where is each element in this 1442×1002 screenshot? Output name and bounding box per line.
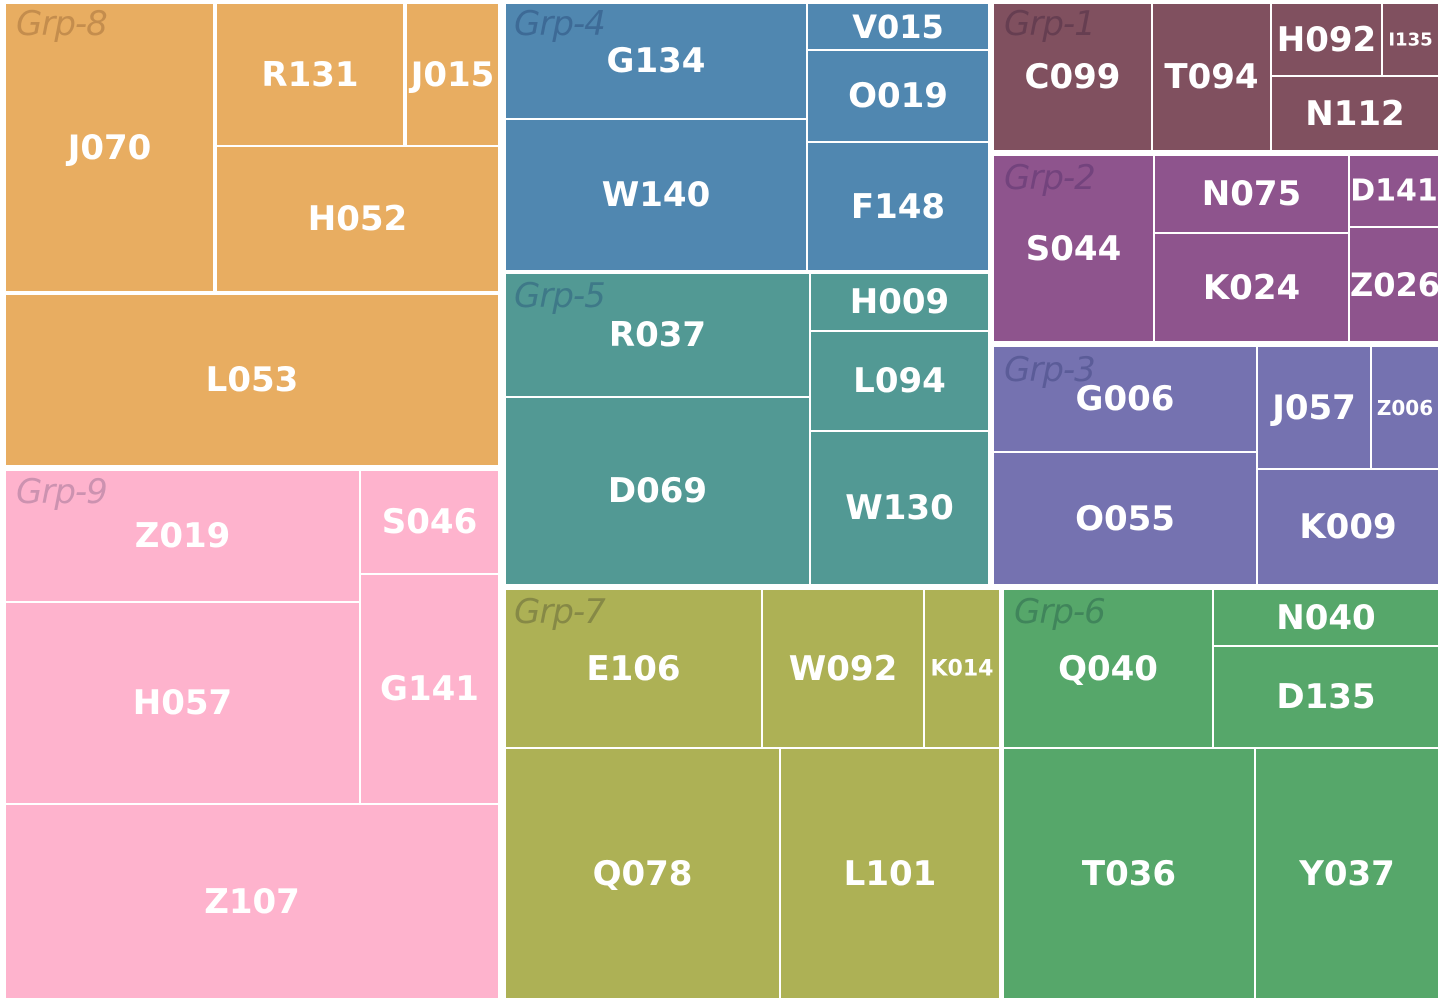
treemap-tile-q040: Q040 — [1002, 588, 1214, 749]
treemap-tile-l101: L101 — [779, 747, 1001, 1000]
tile-label: S044 — [1025, 228, 1122, 269]
treemap-tile-h052: H052 — [215, 145, 500, 293]
tile-label: G134 — [606, 41, 706, 81]
tile-label: Y037 — [1299, 853, 1395, 894]
tile-label: Z026 — [1350, 265, 1438, 304]
tile-label: R131 — [261, 54, 359, 95]
tile-label: C099 — [1024, 57, 1121, 97]
treemap-tile-g006: G006 — [992, 345, 1258, 453]
treemap-tile-r131: R131 — [215, 2, 405, 147]
group-label-grp-8: Grp-8 — [16, 4, 108, 44]
treemap-tile-f148: F148 — [806, 141, 990, 272]
tile-label: Z006 — [1376, 395, 1434, 420]
treemap-tile-j070: J070 — [4, 2, 215, 293]
treemap-tile-j057: J057 — [1256, 345, 1372, 470]
treemap-tile-t094: T094 — [1151, 2, 1272, 152]
group-label-grp-6: Grp-6 — [1014, 592, 1106, 632]
treemap-tile-h009: H009 — [809, 272, 990, 332]
treemap-tile-w092: W092 — [761, 588, 925, 749]
treemap-tile-d135: D135 — [1212, 645, 1440, 749]
treemap-tile-o019: O019 — [806, 49, 990, 143]
tile-label: G141 — [380, 669, 479, 709]
tile-label: J057 — [1272, 387, 1356, 428]
treemap-tile-k024: K024 — [1153, 232, 1350, 343]
tile-label: H052 — [307, 199, 408, 239]
tile-label: N040 — [1276, 597, 1376, 638]
treemap-tile-h092: H092 — [1270, 2, 1383, 77]
tile-label: K014 — [930, 656, 994, 681]
tile-label: J015 — [410, 54, 495, 95]
tile-label: Z107 — [204, 881, 300, 922]
group-label-grp-4: Grp-4 — [514, 4, 606, 44]
group-label-grp-2: Grp-2 — [1004, 158, 1096, 198]
treemap-tile-s044: S044 — [992, 154, 1155, 343]
tile-label: V015 — [852, 7, 944, 46]
tile-label: K009 — [1299, 507, 1397, 547]
treemap-tile-g141: G141 — [359, 573, 500, 805]
tile-label: W130 — [845, 488, 954, 528]
tile-label: Q078 — [592, 853, 693, 894]
tile-label: N075 — [1201, 174, 1302, 214]
treemap-tile-o055: O055 — [992, 451, 1258, 586]
tile-label: J070 — [67, 127, 152, 168]
treemap-tile-w140: W140 — [504, 118, 808, 272]
treemap-tile-q078: Q078 — [504, 747, 781, 1000]
treemap-tile-d141: D141 — [1348, 154, 1440, 228]
treemap-tile-y037: Y037 — [1254, 747, 1440, 1000]
tile-label: L094 — [853, 361, 946, 401]
tile-label: L101 — [843, 853, 937, 894]
treemap-tile-z107: Z107 — [4, 803, 500, 1000]
tile-label: L053 — [205, 360, 299, 400]
treemap-tile-e106: E106 — [504, 588, 763, 749]
treemap-tile-k014: K014 — [923, 588, 1001, 749]
tile-label: H092 — [1276, 19, 1377, 60]
treemap-tile-n040: N040 — [1212, 588, 1440, 647]
tile-label: O055 — [1075, 498, 1175, 539]
treemap-tile-n112: N112 — [1270, 75, 1440, 152]
group-label-grp-9: Grp-9 — [16, 472, 108, 512]
treemap-tile-s046: S046 — [359, 469, 500, 575]
treemap-tile-z019: Z019 — [4, 469, 361, 603]
tile-label: H009 — [849, 282, 950, 322]
tile-label: D135 — [1276, 677, 1376, 717]
treemap-tile-h057: H057 — [4, 601, 361, 805]
treemap-tile-i135: I135 — [1381, 2, 1440, 77]
group-label-grp-5: Grp-5 — [514, 276, 606, 316]
treemap-tile-j015: J015 — [405, 2, 500, 147]
treemap-tile-z026: Z026 — [1348, 226, 1440, 343]
group-label-grp-7: Grp-7 — [514, 592, 606, 632]
tile-label: S046 — [381, 502, 478, 542]
tile-label: W140 — [601, 175, 711, 215]
tile-label: N112 — [1305, 93, 1405, 134]
tile-label: F148 — [850, 186, 946, 227]
treemap-tile-l053: L053 — [4, 293, 500, 467]
treemap-tile-r037: R037 — [504, 272, 811, 398]
tile-label: W092 — [788, 648, 898, 689]
tile-label: G006 — [1075, 379, 1175, 419]
tile-label: Q040 — [1058, 648, 1158, 689]
tile-label: T036 — [1081, 853, 1177, 894]
group-label-grp-1: Grp-1 — [1004, 4, 1096, 44]
tile-label: H057 — [132, 683, 233, 723]
tile-label: T094 — [1164, 57, 1259, 97]
tile-label: D141 — [1350, 173, 1438, 209]
tile-label: K024 — [1202, 267, 1301, 308]
group-label-grp-3: Grp-3 — [1004, 350, 1096, 390]
tile-label: D069 — [607, 471, 708, 511]
tile-label: I135 — [1388, 29, 1433, 50]
treemap-tile-v015: V015 — [806, 2, 990, 51]
tile-label: R037 — [608, 315, 707, 355]
treemap-tile-c099: C099 — [992, 2, 1153, 152]
treemap-tile-z006: Z006 — [1370, 345, 1440, 470]
tile-label: E106 — [586, 648, 681, 689]
treemap-tile-k009: K009 — [1256, 468, 1440, 586]
treemap-tile-t036: T036 — [1002, 747, 1256, 1000]
treemap-tile-n075: N075 — [1153, 154, 1350, 234]
treemap-tile-d069: D069 — [504, 396, 811, 586]
tile-label: Z019 — [134, 516, 231, 556]
tile-label: O019 — [848, 76, 948, 116]
treemap-tile-l094: L094 — [809, 330, 990, 432]
treemap-tile-w130: W130 — [809, 430, 990, 586]
